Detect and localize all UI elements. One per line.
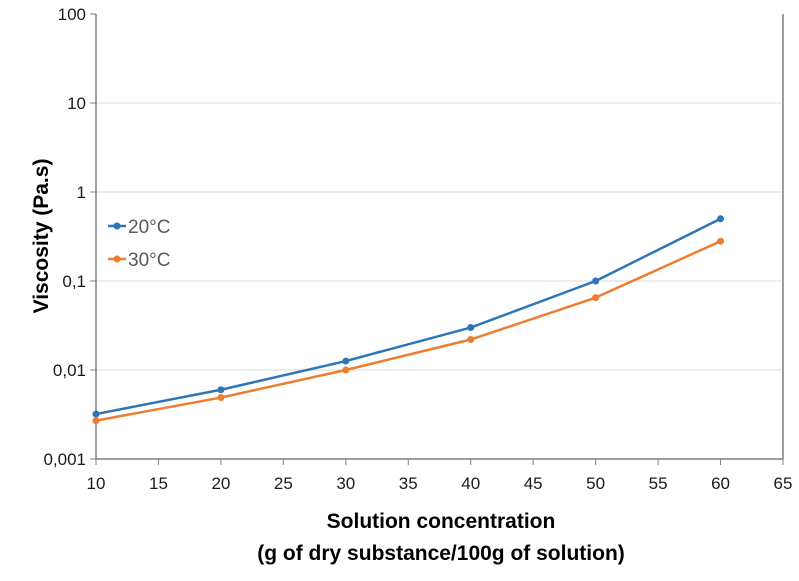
- x-tick-label: 15: [149, 474, 168, 493]
- data-point: [592, 294, 600, 302]
- series-20c: [92, 215, 725, 418]
- data-point: [217, 386, 225, 394]
- x-tick-label: 30: [336, 474, 355, 493]
- series-30c: [92, 237, 725, 425]
- x-tick-label: 45: [524, 474, 543, 493]
- x-tick-label: 20: [211, 474, 230, 493]
- data-point: [717, 237, 725, 245]
- data-point: [342, 357, 350, 365]
- y-axis-title: Viscosity (Pa.s): [30, 159, 53, 314]
- legend-label: 20°C: [128, 217, 170, 238]
- legend-marker-icon: [113, 222, 121, 230]
- x-tick-label: 65: [774, 474, 793, 493]
- data-point: [342, 366, 350, 374]
- y-tick-label: 0,01: [53, 361, 86, 380]
- x-tick-label: 10: [87, 474, 106, 493]
- y-tick-label: 1: [77, 183, 86, 202]
- axes: [95, 14, 784, 460]
- y-tick-label: 0,1: [62, 272, 86, 291]
- y-tick-label: 100: [58, 5, 86, 24]
- data-point: [92, 410, 100, 418]
- x-tick-label: 60: [711, 474, 730, 493]
- x-tick-label: 25: [274, 474, 293, 493]
- series-lines: [92, 215, 725, 425]
- legend-label: 30°C: [128, 250, 170, 271]
- data-point: [717, 215, 725, 223]
- x-tick-label: 50: [586, 474, 605, 493]
- x-tick-label: 35: [399, 474, 418, 493]
- gridlines: [96, 102, 783, 371]
- x-tick-label: 40: [461, 474, 480, 493]
- data-point: [592, 277, 600, 285]
- data-point: [92, 417, 100, 425]
- data-point: [467, 324, 475, 332]
- x-tick-label: 55: [649, 474, 668, 493]
- y-tick-label: 10: [67, 94, 86, 113]
- x-axis-subtitle: (g of dry substance/100g of solution): [257, 542, 625, 565]
- x-axis-title: Solution concentration: [327, 510, 556, 533]
- y-tick-label: 0,001: [43, 450, 86, 469]
- legend: 20°C 30°C: [108, 217, 170, 271]
- data-point: [467, 336, 475, 344]
- legend-marker-icon: [113, 255, 121, 263]
- x-axis-ticks: 10 15 20 25 30 35 40 45 50 55 60 65: [87, 459, 793, 493]
- y-axis-ticks: 100 10 1 0,1 0,01 0,001: [43, 5, 96, 469]
- data-point: [217, 394, 225, 402]
